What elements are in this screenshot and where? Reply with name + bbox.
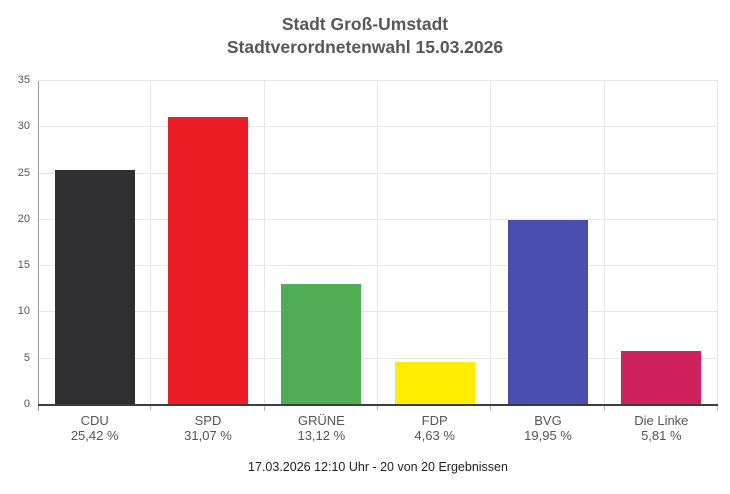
gridline-vertical (377, 81, 378, 405)
y-axis-tick-label: 35 (17, 74, 30, 86)
x-axis-tick (604, 406, 605, 411)
bar[interactable] (621, 351, 702, 405)
category-name: BVG (534, 413, 562, 428)
category-percent: 5,81 % (641, 428, 682, 443)
y-axis-tick-label: 10 (17, 305, 30, 318)
category-percent: 19,95 % (524, 428, 572, 443)
x-axis-tick (717, 406, 718, 411)
y-axis-tick-label: 20 (17, 212, 30, 225)
bar[interactable] (168, 117, 248, 405)
gridline-vertical (604, 81, 605, 405)
category-percent: 25,42 % (70, 428, 119, 443)
x-axis-tick (490, 406, 491, 411)
category-name: SPD (194, 413, 222, 428)
gridline-horizontal (38, 80, 718, 81)
y-axis-line (38, 81, 39, 411)
category-percent: 13,12 % (297, 428, 346, 443)
category-name: CDU (80, 413, 109, 428)
y-axis-tick-label: 5 (23, 351, 30, 364)
y-axis-tick-label: 15 (17, 259, 30, 272)
bar[interactable] (281, 283, 362, 405)
category-label: CDU 25,42 % (38, 413, 151, 443)
gridline-horizontal (38, 218, 718, 220)
chart-title: Stadt Groß-Umstadt Stadtverordnetenwahl … (0, 13, 730, 59)
x-axis-line (38, 404, 718, 406)
gridline-horizontal (38, 265, 718, 267)
category-name: FDP (421, 413, 448, 428)
gridline-horizontal (38, 172, 718, 174)
gridline-vertical (717, 81, 718, 405)
gridline-vertical (264, 81, 265, 405)
category-label: FDP 4,63 % (378, 413, 491, 443)
gridline-vertical (150, 81, 151, 405)
y-axis-tick-label: 0 (23, 398, 30, 410)
category-name: GRÜNE (297, 413, 345, 428)
category-percent: 31,07 % (184, 428, 232, 443)
category-label: SPD 31,07 % (151, 413, 264, 443)
chart-footer: 17.03.2026 12:10 Uhr - 20 von 20 Ergebni… (248, 460, 508, 474)
y-axis-tick-label: 25 (17, 166, 30, 179)
chart-title-line2: Stadtverordnetenwahl 15.03.2026 (226, 37, 504, 57)
gridline-horizontal (38, 126, 718, 128)
x-axis-tick (264, 406, 265, 411)
gridline-vertical (490, 81, 491, 405)
x-axis-tick (150, 406, 151, 411)
chart-title-line1: Stadt Groß-Umstadt (281, 14, 449, 34)
category-name: Die Linke (634, 413, 689, 428)
x-axis-tick (377, 406, 378, 411)
bar[interactable] (394, 362, 475, 405)
gridline-horizontal (38, 357, 718, 359)
category-label: GRÜNE 13,12 % (265, 413, 378, 443)
bar[interactable] (508, 220, 588, 405)
y-axis-tick-label: 30 (17, 120, 30, 133)
gridline-horizontal (38, 311, 718, 313)
category-label: Die Linke 5,81 % (605, 413, 718, 443)
bar[interactable] (54, 169, 135, 405)
category-percent: 4,63 % (414, 428, 455, 443)
category-label: BVG 19,95 % (491, 413, 604, 443)
